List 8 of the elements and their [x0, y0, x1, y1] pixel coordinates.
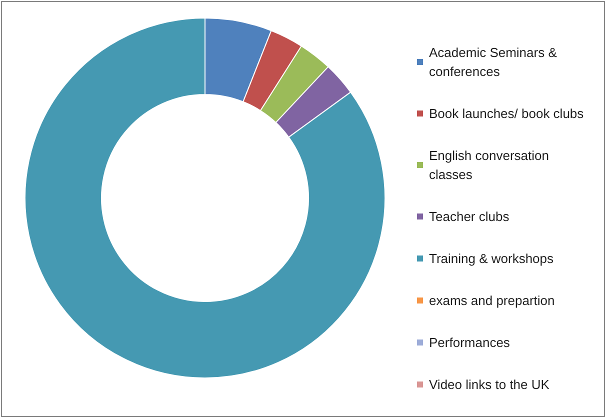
legend-label: Training & workshops [429, 251, 554, 266]
legend-label: Performances [429, 335, 510, 350]
legend-label: Book launches/ book clubs [429, 106, 584, 121]
legend-label: exams and prepartion [429, 293, 555, 308]
legend-label: Academic Seminars & conferences [429, 45, 560, 79]
legend-label: Teacher clubs [429, 209, 510, 224]
legend-label: Video links to the UK [429, 377, 550, 392]
legend-label: English conversation classes [429, 148, 553, 182]
